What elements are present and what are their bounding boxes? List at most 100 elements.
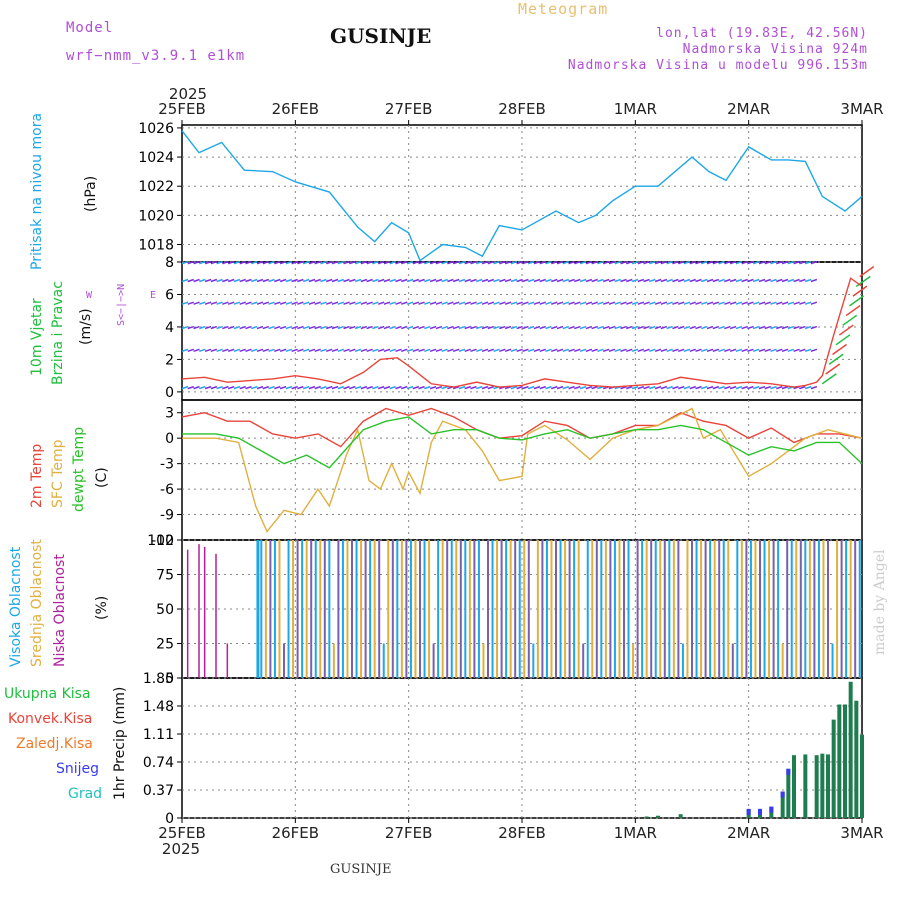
wind-barb (758, 385, 766, 390)
wind-barb (285, 385, 293, 390)
wind-barb (614, 260, 621, 265)
wind-barb (799, 260, 806, 265)
wind-barb (626, 278, 633, 283)
wind-barb (493, 325, 500, 330)
wind-barb (533, 325, 541, 330)
precip-bar (826, 754, 830, 818)
wind-barb (781, 348, 789, 353)
wind-barb (701, 278, 708, 283)
wind-barb (412, 278, 420, 283)
wind-barb (343, 260, 350, 265)
wind-barb (752, 325, 760, 330)
wind-barb (614, 301, 621, 305)
wind-barb (579, 385, 587, 390)
wind-barb (793, 278, 800, 283)
wind-barb (245, 325, 252, 330)
wind-barb (187, 325, 195, 330)
wind-barb (389, 325, 396, 330)
wind-barb (337, 301, 345, 305)
wind-barb (752, 301, 760, 305)
wind-barb (810, 301, 818, 305)
wind-barb (712, 325, 720, 330)
wind-barb (245, 260, 252, 265)
wind-barb (429, 325, 437, 330)
wind-barb (677, 348, 685, 353)
wind-barb (308, 301, 316, 305)
wind-barb (551, 260, 558, 265)
wind-barb (487, 301, 495, 305)
wind-barb (406, 385, 414, 390)
wind-barb-strong (852, 285, 868, 297)
wind-barb (401, 325, 408, 330)
wind-barb (233, 385, 241, 390)
wind-barb (793, 348, 800, 353)
wind-barb (510, 301, 518, 305)
wind-barb (274, 301, 281, 305)
wind-barb (724, 301, 731, 305)
wind-barb (274, 325, 281, 330)
wind-barb (210, 260, 218, 265)
wind-barb (291, 278, 298, 283)
wind-barb (764, 325, 771, 330)
wind-barb (320, 260, 327, 265)
wind-barb (274, 260, 281, 265)
wind-barb (504, 348, 512, 353)
wind-barb (256, 301, 264, 305)
wind-barb (620, 385, 627, 390)
wind-barb (343, 301, 350, 305)
wind-barb (510, 325, 518, 330)
wind-barb (326, 301, 333, 305)
wind-barb (585, 278, 593, 283)
wind-barb (464, 278, 471, 283)
wind-barb (591, 301, 598, 305)
wind-barb (637, 278, 645, 283)
meteogram-label: Meteogram (518, 0, 609, 18)
wind-barb (666, 325, 673, 330)
wind-barb (227, 301, 235, 305)
wind-barb (770, 325, 777, 330)
wind-barb (216, 325, 223, 330)
precip-bar (803, 754, 808, 818)
wind-barb (233, 301, 241, 305)
wind-barb (597, 325, 604, 330)
wind-barb (522, 260, 529, 265)
wind-barb (349, 301, 356, 305)
model-label: Model (66, 20, 114, 36)
wind-barb (377, 348, 385, 353)
wind-barb (810, 278, 818, 283)
wind-barb (268, 260, 275, 265)
wind-barb (441, 385, 448, 390)
wind-barb (758, 278, 766, 283)
wind-barb (424, 301, 431, 305)
wind-barb (562, 278, 570, 283)
wind-barb (418, 385, 425, 390)
wind-barb (787, 301, 795, 305)
wind-barb (672, 278, 679, 283)
wind-barb-strong (849, 295, 864, 307)
y-tick-label: 2 (165, 352, 174, 368)
wind-barb (729, 325, 737, 330)
wind-barb (643, 348, 650, 353)
wind-barb (418, 325, 425, 330)
wind-barb (360, 260, 368, 265)
wind-barb (262, 325, 270, 330)
wind-barb (504, 301, 512, 305)
wind-barb (222, 278, 229, 283)
wind-barb (406, 278, 414, 283)
wind-barb (602, 260, 610, 265)
precip-snow-bar (758, 808, 762, 815)
y-tick-label: 25 (156, 637, 174, 653)
wind-barb (493, 348, 500, 353)
wind-barb (268, 348, 275, 353)
y-tick-label: 0.74 (143, 755, 174, 771)
wind-barb (747, 260, 754, 265)
wind-barb (556, 278, 564, 283)
wind-barb (308, 348, 316, 353)
wind-barb (493, 278, 500, 283)
wind-barb (591, 278, 598, 283)
wind-barb (256, 385, 264, 390)
temp-2m-line (181, 407, 863, 448)
wind-barb (291, 325, 298, 330)
lonlat-label: lon,lat (19.83E, 42.56N) (656, 26, 868, 41)
wind-barb (337, 348, 345, 353)
